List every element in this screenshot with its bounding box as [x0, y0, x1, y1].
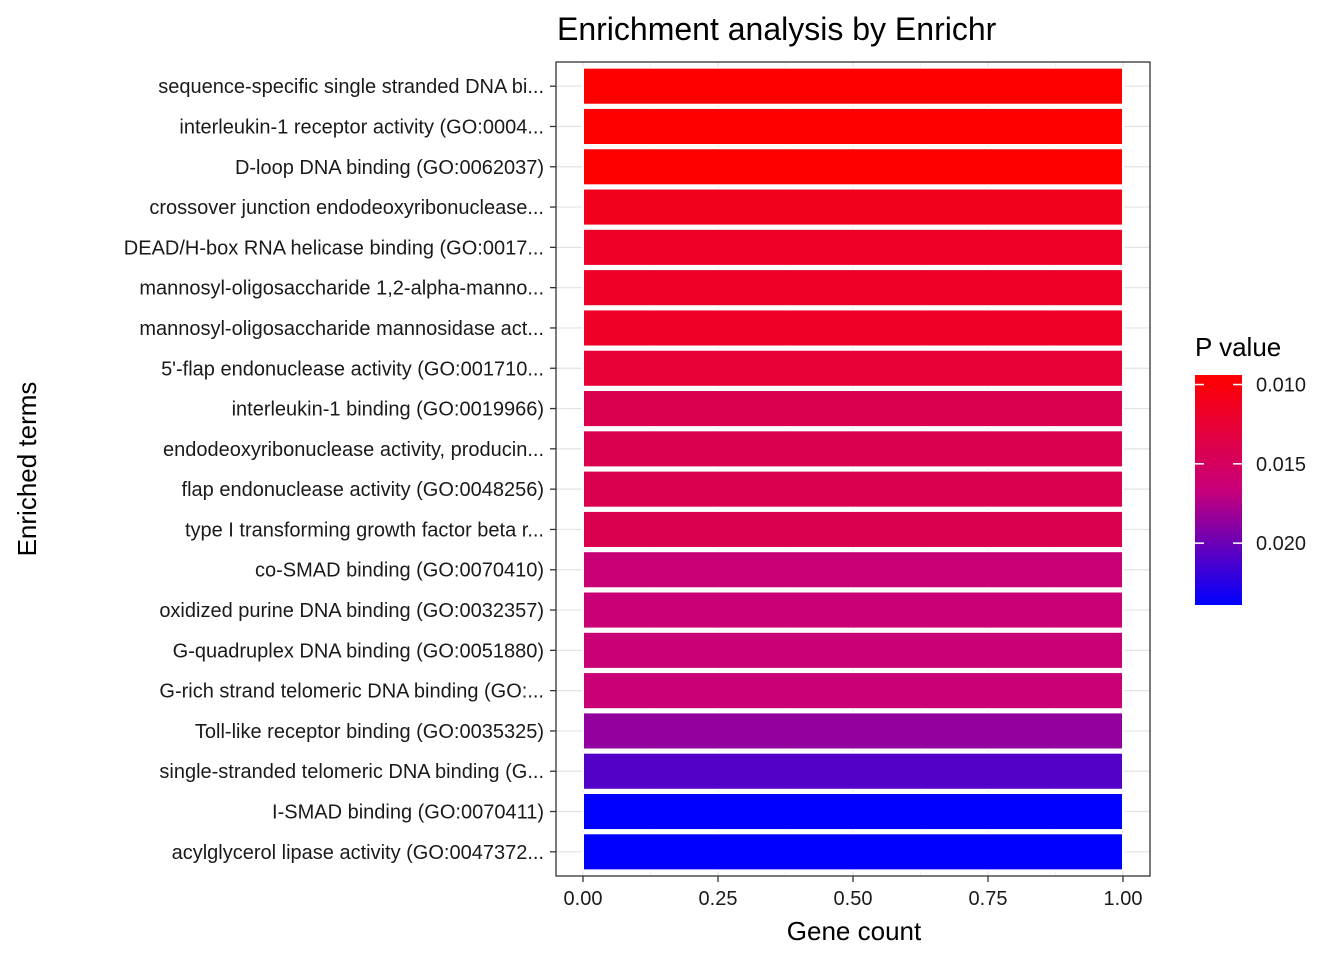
x-tick-label: 0.25 — [699, 888, 738, 910]
y-tick-label: single-stranded telomeric DNA binding (G… — [159, 761, 544, 783]
legend-colorbar — [1195, 375, 1242, 605]
bar — [582, 187, 1124, 227]
legend-ticks: 0.010 0.015 0.020 — [1195, 375, 1306, 555]
legend-title: P value — [1195, 332, 1281, 362]
y-tick-label: interleukin-1 receptor activity (GO:0004… — [179, 116, 544, 138]
x-tick-label: 0.75 — [969, 888, 1008, 910]
y-axis: sequence-specific single stranded DNA bi… — [124, 76, 556, 864]
legend-tick-label: 0.020 — [1256, 533, 1306, 555]
y-tick-label: Toll-like receptor binding (GO:0035325) — [195, 721, 544, 743]
bar — [582, 469, 1124, 509]
y-tick-label: mannosyl-oligosaccharide mannosidase act… — [139, 318, 544, 340]
x-tick-label: 0.50 — [834, 888, 873, 910]
bar — [582, 227, 1124, 267]
y-tick-label: oxidized purine DNA binding (GO:0032357) — [159, 600, 544, 622]
bar — [582, 308, 1124, 348]
bars — [582, 66, 1124, 872]
y-tick-label: G-quadruplex DNA binding (GO:0051880) — [173, 640, 544, 662]
bar — [582, 751, 1124, 791]
bar — [582, 509, 1124, 549]
bar — [582, 429, 1124, 469]
bar — [582, 268, 1124, 308]
bar — [582, 147, 1124, 187]
bar — [582, 671, 1124, 711]
x-axis-title: Gene count — [787, 916, 922, 946]
x-axis: 0.00 0.25 0.50 0.75 1.00 — [564, 876, 1143, 910]
bar — [582, 550, 1124, 590]
y-tick-label: interleukin-1 binding (GO:0019966) — [232, 399, 544, 421]
y-tick-label: mannosyl-oligosaccharide 1,2-alpha-manno… — [139, 278, 544, 300]
bar — [582, 348, 1124, 388]
y-tick-label: G-rich strand telomeric DNA binding (GO:… — [159, 681, 544, 703]
y-tick-label: 5'-flap endonuclease activity (GO:001710… — [161, 358, 544, 380]
y-tick-label: I-SMAD binding (GO:0070411) — [272, 802, 544, 824]
chart-title: Enrichment analysis by Enrichr — [557, 11, 997, 47]
legend-tick-label: 0.015 — [1256, 454, 1306, 476]
x-tick-label: 1.00 — [1104, 888, 1143, 910]
y-tick-label: co-SMAD binding (GO:0070410) — [255, 560, 544, 582]
y-tick-label: endodeoxyribonuclease activity, producin… — [163, 439, 544, 461]
legend-tick-label: 0.010 — [1256, 375, 1306, 397]
y-tick-label: flap endonuclease activity (GO:0048256) — [182, 479, 544, 501]
x-tick-label: 0.00 — [564, 888, 603, 910]
y-axis-title: Enriched terms — [12, 382, 42, 557]
y-tick-label: acylglycerol lipase activity (GO:0047372… — [172, 842, 544, 864]
bar — [582, 791, 1124, 832]
bar — [582, 630, 1124, 670]
y-tick-label: sequence-specific single stranded DNA bi… — [158, 76, 544, 98]
bar — [582, 106, 1124, 147]
bar — [582, 711, 1124, 751]
y-tick-label: D-loop DNA binding (GO:0062037) — [235, 157, 544, 179]
bar — [582, 590, 1124, 630]
y-tick-label: DEAD/H-box RNA helicase binding (GO:0017… — [124, 237, 544, 259]
y-tick-label: crossover junction endodeoxyribonuclease… — [149, 197, 544, 219]
y-tick-label: type I transforming growth factor beta r… — [185, 519, 544, 541]
bar — [582, 66, 1124, 106]
bar — [582, 832, 1124, 872]
bar — [582, 389, 1124, 429]
color-legend: P value 0.010 0.015 0.020 — [1195, 332, 1306, 605]
